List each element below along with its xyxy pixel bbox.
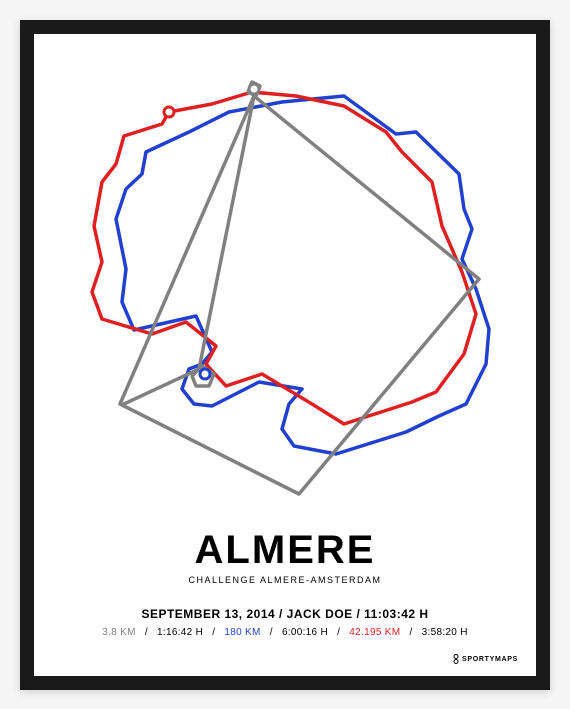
splits-line: 3.8 KM / 1:16:42 H / 180 KM / 6:00:16 H … (34, 627, 536, 638)
sep: / (145, 627, 148, 638)
swim-start-marker (249, 84, 259, 94)
bike-start-marker (200, 369, 210, 379)
sep: / (337, 627, 340, 638)
brand-text: SPORTYMAPS (462, 655, 518, 662)
brand-icon (452, 654, 460, 664)
poster-canvas: ALMERE CHALLENGE ALMERE-AMSTERDAM SEPTEM… (34, 34, 536, 676)
caption-block: ALMERE CHALLENGE ALMERE-AMSTERDAM SEPTEM… (34, 528, 536, 638)
swim-route (120, 82, 479, 494)
run-time: 3:58:20 H (422, 627, 468, 638)
sep: / (212, 627, 215, 638)
poster-frame: ALMERE CHALLENGE ALMERE-AMSTERDAM SEPTEM… (20, 20, 550, 690)
sep: / (409, 627, 412, 638)
race-subtitle: CHALLENGE ALMERE-AMSTERDAM (34, 575, 536, 585)
swim-time: 1:16:42 H (157, 627, 203, 638)
swim-dist: 3.8 KM (102, 627, 135, 638)
run-start-marker (164, 107, 174, 117)
info-line: SEPTEMBER 13, 2014 / JACK DOE / 11:03:42… (34, 607, 536, 621)
bike-time: 6:00:16 H (282, 627, 328, 638)
brand-mark: SPORTYMAPS (452, 654, 518, 664)
sep: / (270, 627, 273, 638)
bike-dist: 180 KM (224, 627, 260, 638)
run-dist: 42.195 KM (349, 627, 400, 638)
city-title: ALMERE (34, 528, 536, 573)
run-route (92, 92, 476, 424)
